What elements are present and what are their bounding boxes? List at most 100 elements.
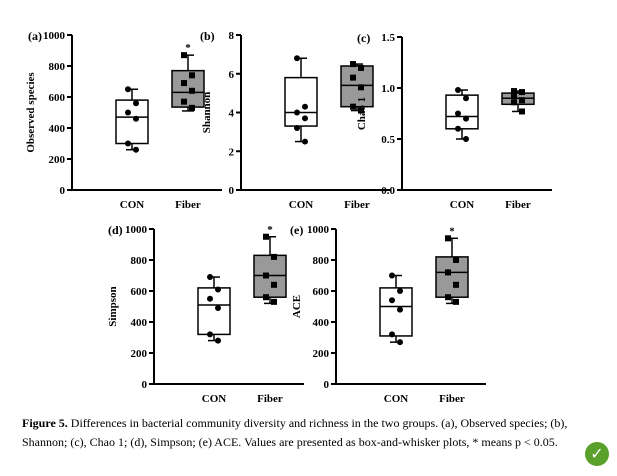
panel-e: 0 200 400 600 800 1000 (e) ACE CON Fiber * <box>290 223 486 405</box>
y-axis-title: Observed species <box>25 72 37 153</box>
check-circle-icon[interactable]: ✓ <box>585 442 609 466</box>
data-point <box>463 115 469 122</box>
data-point <box>271 253 277 260</box>
y-tick-label: 1000 <box>125 224 148 236</box>
box-con <box>445 94 479 130</box>
category-label: Fiber <box>175 199 201 211</box>
y-tick-label: 600 <box>131 286 148 298</box>
caption-label: Figure 5. <box>22 416 68 430</box>
data-point <box>519 108 525 115</box>
panel-a: 0 200 400 600 800 1000(a) Observed species CON F… <box>25 29 222 211</box>
panel-c: 0.0 0.5 1.0 1.5 (c) Chao 1 CON Fiber <box>356 31 552 211</box>
data-point <box>181 98 187 105</box>
data-point <box>181 80 187 87</box>
data-point <box>511 88 517 95</box>
data-point <box>215 305 221 312</box>
data-point <box>207 295 213 302</box>
y-tick-label: 800 <box>313 255 330 267</box>
panel-label: (c) <box>357 31 370 45</box>
data-point <box>389 272 395 279</box>
data-point <box>389 297 395 304</box>
data-point <box>453 257 459 263</box>
data-point <box>189 72 195 79</box>
data-point <box>445 294 451 301</box>
data-point <box>302 138 308 145</box>
panel-label: (e) <box>290 223 303 237</box>
panel-label: (d) <box>108 223 123 237</box>
data-point <box>455 87 461 94</box>
significance-marker: * <box>449 225 455 237</box>
y-tick-label: 200 <box>131 348 148 360</box>
panel-label: (b) <box>200 29 215 43</box>
data-point <box>350 61 356 68</box>
category-label: Fiber <box>344 199 370 211</box>
y-tick-label: 0 <box>324 379 330 391</box>
y-tick-label: 1.5 <box>381 32 395 44</box>
box-fiber <box>340 65 374 108</box>
data-point <box>271 281 277 288</box>
category-label: CON <box>202 393 227 405</box>
data-point <box>455 125 461 132</box>
data-point <box>125 109 131 116</box>
y-tick-label: 1.0 <box>381 83 395 95</box>
box-con <box>284 76 318 127</box>
significance-marker: * <box>267 224 273 236</box>
data-point <box>350 103 356 110</box>
data-point <box>207 274 213 281</box>
data-point <box>271 298 277 305</box>
data-point <box>302 115 308 122</box>
data-point <box>215 337 221 344</box>
y-tick-label: 800 <box>131 255 148 267</box>
data-point <box>350 74 356 81</box>
y-tick-label: 400 <box>131 317 148 329</box>
data-point <box>511 93 517 100</box>
y-axis-title: Simpson <box>107 286 119 326</box>
y-tick-label: 6 <box>229 69 235 81</box>
data-point <box>125 140 131 147</box>
data-point <box>302 103 308 110</box>
box-fiber <box>435 256 469 298</box>
category-label: Fiber <box>505 199 531 211</box>
data-point <box>294 109 300 116</box>
data-point <box>463 136 469 142</box>
data-point <box>125 86 131 93</box>
y-axis-title: Shannon <box>201 92 213 134</box>
box-fiber <box>253 254 287 298</box>
y-tick-label: 200 <box>313 348 330 360</box>
data-point <box>455 110 461 117</box>
box-fiber <box>171 69 205 108</box>
y-tick-label: 2 <box>229 146 235 158</box>
data-point <box>215 286 221 293</box>
y-tick-label: 600 <box>313 286 330 298</box>
data-point <box>453 298 459 305</box>
y-tick-label: 1000 <box>307 224 330 236</box>
data-point <box>511 99 517 106</box>
y-tick-label: 200 <box>49 154 66 166</box>
y-tick-label: 0 <box>229 185 235 197</box>
data-point <box>397 288 403 294</box>
y-axis-title: Chao 1 <box>356 97 368 130</box>
data-point <box>358 84 364 91</box>
panel-label: (a) <box>28 29 42 43</box>
y-tick-label: 0 <box>60 185 66 197</box>
y-tick-label: 1000 <box>43 30 66 42</box>
data-point <box>189 104 195 111</box>
y-tick-label: 600 <box>49 92 66 104</box>
box-con <box>379 287 413 337</box>
data-point <box>389 331 395 338</box>
category-label: Fiber <box>257 393 283 405</box>
data-point <box>189 87 195 94</box>
panel-b: 0 2 4 6 8 (b) Shannon CON Fiber <box>200 29 391 211</box>
y-tick-label: 8 <box>229 30 235 42</box>
data-point <box>133 146 139 153</box>
data-point <box>519 89 525 96</box>
significance-marker: * <box>185 42 191 54</box>
data-point <box>453 281 459 288</box>
y-axis-title: ACE <box>291 295 303 318</box>
box-con <box>115 99 149 145</box>
data-point <box>133 100 139 107</box>
data-point <box>358 107 364 114</box>
data-point <box>294 55 300 62</box>
category-label: CON <box>120 199 145 211</box>
